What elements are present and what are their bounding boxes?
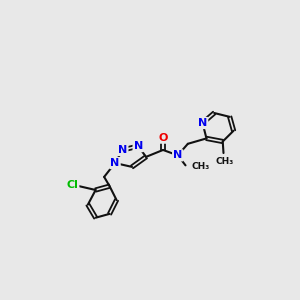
Text: N: N (198, 118, 207, 128)
Text: Cl: Cl (66, 180, 78, 190)
Text: CH₃: CH₃ (192, 162, 210, 171)
Text: N: N (110, 158, 120, 168)
Text: N: N (118, 145, 128, 155)
Text: O: O (158, 133, 168, 142)
Text: N: N (173, 150, 182, 160)
Text: N: N (134, 141, 143, 151)
Text: CH₃: CH₃ (216, 157, 234, 166)
